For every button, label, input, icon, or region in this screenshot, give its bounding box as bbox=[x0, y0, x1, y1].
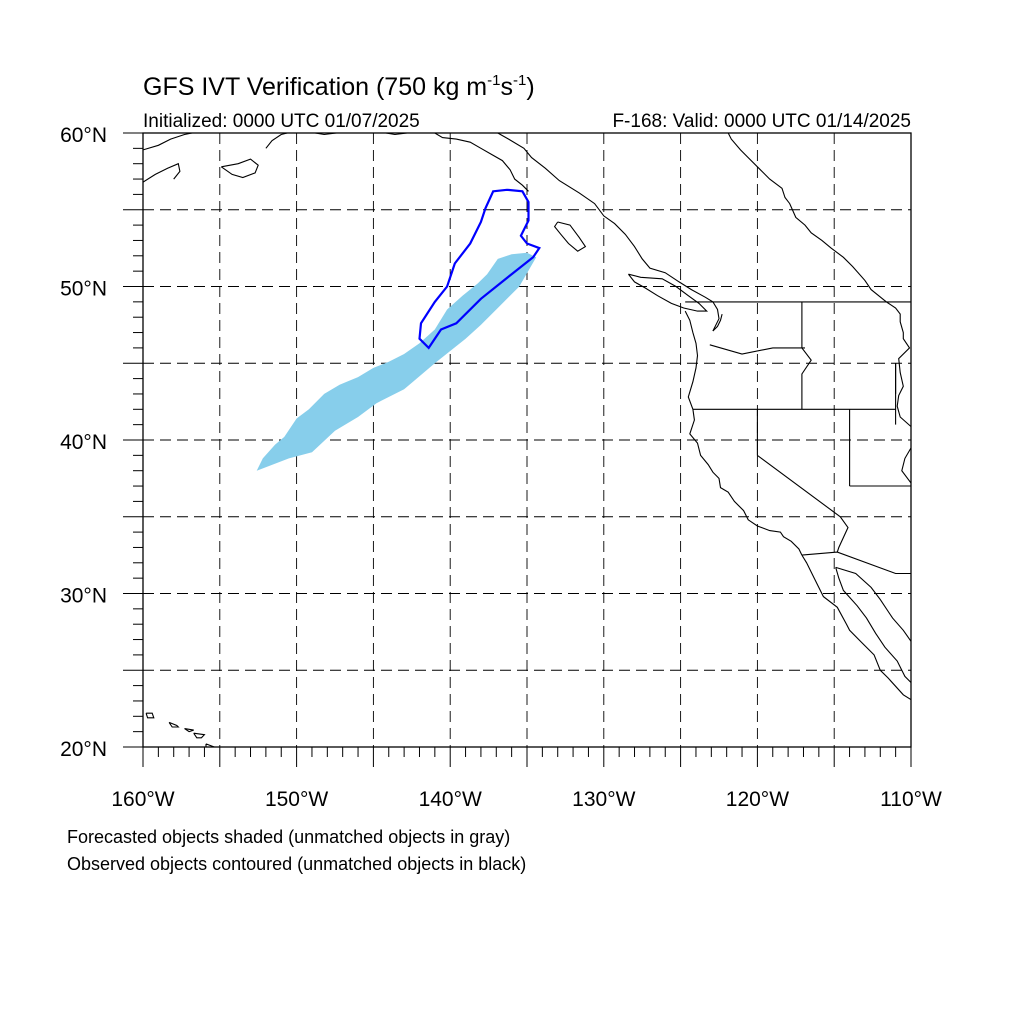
title-exponent-2: -1 bbox=[512, 72, 527, 89]
lon-label: 140°W bbox=[419, 788, 482, 811]
coastline-segment bbox=[756, 409, 841, 518]
lat-label: 50°N bbox=[60, 278, 107, 301]
lon-label: 150°W bbox=[265, 788, 328, 811]
map-grid bbox=[143, 133, 911, 747]
coastlines bbox=[143, 133, 911, 747]
coastline-segment bbox=[553, 221, 587, 252]
coastline-segment bbox=[835, 566, 911, 643]
coastline-segment bbox=[727, 133, 911, 484]
coastline-segment bbox=[143, 133, 193, 151]
coastline-segment bbox=[193, 732, 206, 739]
coastline-segment bbox=[836, 516, 849, 553]
coastline-segment bbox=[627, 273, 709, 312]
lat-label: 60°N bbox=[60, 124, 107, 147]
title-exponent-1: -1 bbox=[487, 72, 501, 89]
coastline-segment bbox=[434, 133, 529, 192]
observed-note: Observed objects contoured (unmatched ob… bbox=[67, 854, 527, 874]
coastline-segment bbox=[220, 158, 259, 179]
coastline-segment bbox=[497, 133, 720, 332]
coastline-segment bbox=[184, 728, 194, 733]
init-time-label: Initialized: 0000 UTC 01/07/2025 bbox=[143, 111, 420, 132]
lon-labels: 160°W 150°W 140°W 130°W 120°W 110°W bbox=[111, 788, 942, 811]
lat-label: 30°N bbox=[60, 585, 107, 608]
coastline-segment bbox=[265, 133, 288, 149]
coastline-segment bbox=[801, 301, 812, 410]
valid-time-label: F-168: Valid: 0000 UTC 01/14/2025 bbox=[612, 111, 911, 132]
coastline-segment bbox=[709, 344, 805, 355]
lon-label: 110°W bbox=[880, 788, 942, 811]
coastline-segment bbox=[801, 554, 911, 701]
coastline-segment bbox=[143, 162, 181, 183]
lon-label: 160°W bbox=[111, 788, 174, 811]
coastline-segment bbox=[712, 313, 723, 332]
axis-ticks bbox=[123, 132, 912, 767]
title-unit-s: s bbox=[500, 73, 513, 101]
lat-label: 40°N bbox=[60, 431, 107, 454]
lon-label: 130°W bbox=[572, 788, 635, 811]
forecast-object bbox=[256, 252, 537, 471]
coastline-segment bbox=[168, 721, 180, 728]
lat-label: 20°N bbox=[60, 738, 107, 761]
observed-object-contour bbox=[418, 188, 541, 350]
figure-title: GFS IVT Verification (750 kg m-1s-1) bbox=[143, 72, 535, 102]
title-close: ) bbox=[526, 73, 535, 101]
forecast-note: Forecasted objects shaded (unmatched obj… bbox=[67, 827, 511, 847]
lon-label: 120°W bbox=[726, 788, 789, 811]
lat-labels: 60°N 50°N 40°N 30°N 20°N bbox=[60, 124, 107, 761]
title-text: GFS IVT Verification (750 kg m bbox=[143, 73, 488, 101]
coastline-segment bbox=[684, 310, 803, 556]
coastline-segment bbox=[145, 712, 155, 719]
coastline-segment bbox=[801, 551, 911, 575]
